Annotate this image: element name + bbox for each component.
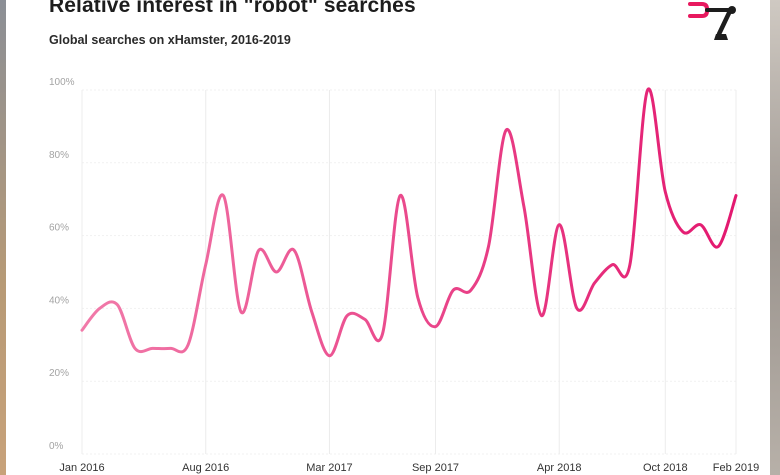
x-tick-label: Apr 2018 [537, 462, 582, 474]
background-left-strip [0, 0, 6, 475]
data-point [416, 295, 420, 299]
y-tick-label: 100% [49, 77, 75, 88]
data-point [363, 317, 367, 321]
data-point [115, 303, 119, 307]
data-point [292, 248, 296, 252]
x-tick-label: Jan 2016 [59, 462, 104, 474]
x-tick-label: Oct 2018 [643, 462, 688, 474]
y-tick-label: 0% [49, 441, 64, 452]
data-point [593, 281, 597, 285]
y-tick-label: 20% [49, 368, 69, 379]
chart-card: Relative interest in "robot" searches Gl… [6, 0, 770, 475]
data-point [327, 354, 331, 358]
y-tick-label: 40% [49, 295, 69, 306]
data-point [557, 223, 561, 227]
data-point [80, 328, 84, 332]
data-point [469, 288, 473, 292]
data-point [98, 306, 102, 310]
data-point [716, 245, 720, 249]
x-tick-label: Sep 2017 [412, 462, 459, 474]
data-point [451, 288, 455, 292]
data-point [699, 223, 703, 227]
background-right-strip [770, 0, 780, 475]
data-point [681, 230, 685, 234]
data-point [380, 332, 384, 336]
data-point [186, 343, 190, 347]
x-tick-label: Feb 2019 [713, 462, 759, 474]
chart-subtitle: Global searches on xHamster, 2016-2019 [49, 33, 291, 47]
x-tick-label: Mar 2017 [306, 462, 352, 474]
data-point [310, 310, 314, 314]
data-point [257, 248, 261, 252]
data-point [151, 346, 155, 350]
data-point [628, 263, 632, 267]
data-point [540, 314, 544, 318]
data-point [204, 263, 208, 267]
series-line [80, 87, 738, 358]
line-chart: 0% 20% 40% 60% 80% 100% Jan 2016 Aug 2016 Mar 2… [49, 77, 759, 474]
data-point [239, 310, 243, 314]
data-point [610, 263, 614, 267]
data-point [487, 245, 491, 249]
data-point [663, 190, 667, 194]
robot-arm-logo-icon [688, 2, 736, 40]
data-point [504, 128, 508, 132]
data-point [345, 314, 349, 318]
data-point [575, 306, 579, 310]
data-point [522, 204, 526, 208]
data-point [398, 194, 402, 198]
y-tick-label: 60% [49, 223, 69, 234]
y-tick-label: 80% [49, 150, 69, 161]
data-point [646, 88, 650, 92]
data-point [274, 270, 278, 274]
data-point [168, 346, 172, 350]
data-point [221, 194, 225, 198]
x-tick-label: Aug 2016 [182, 462, 229, 474]
chart-title: Relative interest in "robot" searches [49, 0, 416, 17]
data-point [133, 346, 137, 350]
data-point [434, 325, 438, 329]
data-point [734, 194, 738, 198]
